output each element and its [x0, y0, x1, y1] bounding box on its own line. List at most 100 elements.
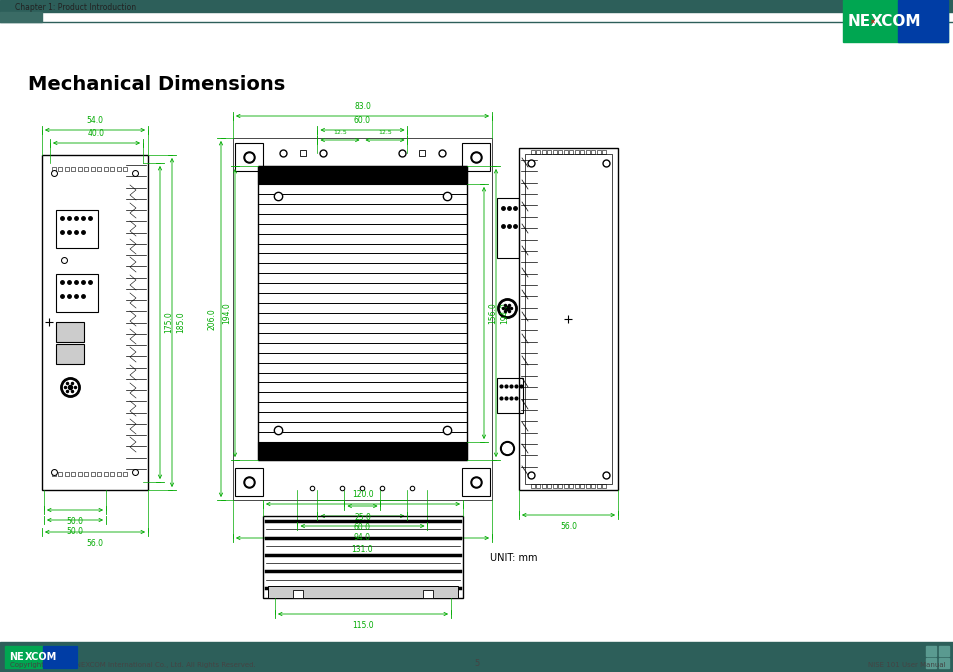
- Bar: [117, 472, 121, 476]
- Text: 56.0: 56.0: [559, 522, 577, 531]
- Bar: [925, 658, 935, 668]
- Bar: [575, 484, 578, 488]
- Bar: [602, 150, 606, 154]
- Bar: [91, 167, 95, 171]
- Text: 156.0: 156.0: [488, 302, 497, 324]
- Text: 12.5: 12.5: [333, 130, 347, 135]
- Bar: [602, 484, 606, 488]
- Text: 194.0: 194.0: [499, 302, 509, 324]
- Bar: [591, 150, 595, 154]
- Text: 50.0: 50.0: [67, 527, 84, 536]
- Text: 54.0: 54.0: [87, 116, 103, 125]
- Bar: [123, 472, 128, 476]
- Bar: [293, 590, 303, 598]
- Bar: [897, 0, 947, 42]
- Bar: [938, 646, 948, 656]
- Bar: [418, 150, 424, 156]
- Bar: [524, 154, 612, 484]
- Bar: [597, 150, 600, 154]
- Bar: [56, 344, 84, 364]
- Text: UNIT: mm: UNIT: mm: [490, 553, 537, 563]
- Bar: [123, 167, 128, 171]
- Bar: [575, 150, 578, 154]
- Bar: [585, 484, 589, 488]
- Text: XCOM: XCOM: [870, 13, 921, 28]
- Bar: [547, 150, 551, 154]
- Bar: [579, 150, 584, 154]
- Text: NISE 101 User Manual: NISE 101 User Manual: [867, 662, 945, 668]
- Text: 120.0: 120.0: [352, 490, 374, 499]
- Text: 56.0: 56.0: [87, 539, 103, 548]
- Bar: [58, 472, 63, 476]
- Text: 94.0: 94.0: [354, 533, 371, 542]
- Text: 185.0: 185.0: [175, 312, 185, 333]
- Bar: [422, 590, 433, 598]
- Bar: [497, 198, 518, 258]
- Bar: [234, 143, 263, 171]
- Bar: [234, 468, 263, 496]
- Bar: [938, 658, 948, 668]
- Bar: [71, 472, 75, 476]
- Bar: [569, 484, 573, 488]
- Text: 83.0: 83.0: [354, 102, 371, 111]
- Bar: [842, 0, 947, 42]
- Bar: [56, 274, 98, 312]
- Bar: [97, 472, 101, 476]
- Bar: [52, 472, 56, 476]
- Bar: [553, 150, 557, 154]
- Bar: [558, 484, 562, 488]
- Bar: [579, 484, 584, 488]
- Bar: [111, 472, 114, 476]
- Bar: [558, 150, 562, 154]
- Bar: [563, 484, 567, 488]
- Text: NE: NE: [10, 652, 24, 662]
- Bar: [268, 586, 457, 598]
- Bar: [58, 167, 63, 171]
- Text: NE: NE: [847, 13, 870, 28]
- Text: 115.0: 115.0: [352, 621, 374, 630]
- Bar: [52, 167, 56, 171]
- Bar: [0, 0, 953, 12]
- Bar: [104, 472, 108, 476]
- Bar: [591, 484, 595, 488]
- Bar: [104, 167, 108, 171]
- Text: Mechanical Dimensions: Mechanical Dimensions: [28, 75, 285, 94]
- Bar: [78, 472, 82, 476]
- Bar: [563, 150, 567, 154]
- Text: 60.0: 60.0: [354, 523, 371, 532]
- Text: 206.0: 206.0: [208, 308, 216, 330]
- Text: 25.0: 25.0: [354, 513, 371, 522]
- Text: 194.0: 194.0: [222, 302, 231, 324]
- Bar: [56, 322, 84, 342]
- Bar: [536, 484, 540, 488]
- Bar: [299, 150, 306, 156]
- Bar: [541, 150, 545, 154]
- Bar: [257, 442, 467, 460]
- Bar: [597, 484, 600, 488]
- Bar: [461, 143, 490, 171]
- Bar: [497, 378, 522, 413]
- Bar: [56, 210, 98, 248]
- Bar: [117, 167, 121, 171]
- Text: 60.0: 60.0: [354, 116, 371, 125]
- Text: 5: 5: [474, 659, 479, 668]
- Bar: [97, 167, 101, 171]
- Text: ✕: ✕: [868, 19, 874, 25]
- Bar: [263, 516, 462, 598]
- Bar: [65, 472, 69, 476]
- Bar: [43, 646, 77, 668]
- Text: 12.5: 12.5: [377, 130, 392, 135]
- Bar: [42, 155, 148, 490]
- Bar: [85, 472, 89, 476]
- Text: Copyright © 2010 NEXCOM International Co., Ltd. All Rights Reserved.: Copyright © 2010 NEXCOM International Co…: [10, 661, 255, 668]
- Bar: [85, 167, 89, 171]
- Bar: [233, 138, 492, 500]
- Bar: [257, 166, 467, 184]
- Bar: [0, 12, 42, 22]
- Bar: [91, 472, 95, 476]
- Bar: [0, 642, 953, 672]
- Bar: [585, 150, 589, 154]
- Text: 131.0: 131.0: [352, 545, 373, 554]
- Bar: [257, 166, 467, 460]
- Bar: [925, 646, 935, 656]
